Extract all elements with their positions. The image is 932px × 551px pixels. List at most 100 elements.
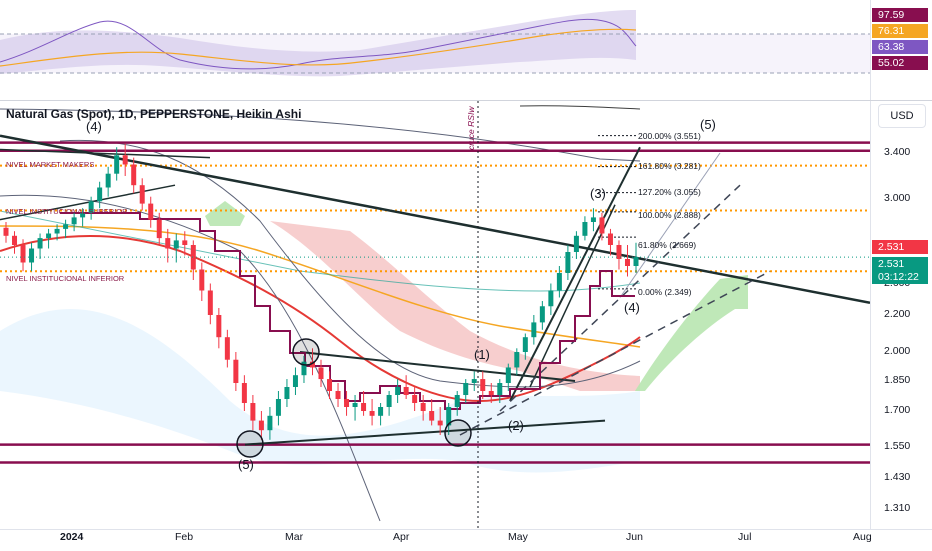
price-tick-label: 1.430	[884, 471, 911, 483]
left-trendline	[0, 184, 176, 221]
candle-body	[327, 379, 333, 391]
candle-body	[420, 403, 426, 411]
fib-level-label: 127.20% (3.055)	[638, 187, 701, 197]
time-axis[interactable]	[0, 529, 932, 551]
price-tick-label: 1.310	[884, 502, 911, 514]
candle-body	[12, 235, 18, 245]
candle-body	[386, 395, 392, 407]
candle-body	[275, 399, 281, 416]
candle-body	[233, 359, 239, 383]
price-tick-label: 2.000	[884, 345, 911, 357]
candle-body	[335, 391, 341, 399]
candle-body	[395, 387, 401, 395]
oscillator-pane	[0, 10, 870, 77]
candle-body	[182, 240, 188, 245]
price-pane[interactable]	[0, 101, 870, 529]
time-tick-label: Feb	[175, 531, 194, 543]
currency-button[interactable]: USD	[878, 104, 926, 128]
candle-body	[199, 269, 205, 291]
candle-body	[607, 233, 613, 245]
candle-body	[250, 403, 256, 421]
price-axis[interactable]	[870, 101, 932, 529]
impulse-channel-upper	[509, 146, 641, 402]
candle-body	[412, 395, 418, 403]
fib-level-label: 61.80% (2.669)	[638, 240, 697, 250]
candle-body	[446, 407, 452, 426]
candle-body	[488, 391, 494, 395]
candle-body	[3, 227, 9, 236]
bollinger-fill	[0, 308, 640, 473]
elliott-wave-label: (4)	[86, 119, 102, 134]
candle-body	[539, 306, 545, 323]
candle-body	[122, 155, 128, 165]
osc-line-orange	[0, 28, 637, 67]
candle-body	[258, 420, 264, 431]
candle-body	[173, 240, 179, 249]
candle-body	[616, 245, 622, 259]
main-downtrend-line	[0, 134, 870, 304]
oscillator-value-tag: 63.38	[872, 40, 928, 54]
fib-level-label: 161.80% (3.281)	[638, 161, 701, 171]
candle-body	[309, 361, 315, 368]
candle-body	[20, 245, 26, 263]
candle-body	[497, 383, 503, 395]
candle-body	[624, 259, 630, 266]
ema-teal	[0, 210, 641, 292]
candle-body	[114, 155, 120, 174]
candle-body	[165, 238, 171, 249]
cloud-green-right	[635, 275, 748, 391]
level-label: NIVEL INSTITUCIONAL SUPERIOR	[6, 207, 128, 216]
pane-divider	[0, 100, 932, 101]
elliott-wave-label: (2)	[508, 418, 524, 433]
level-label: NIVEL INSTITUCIONAL INFERIOR	[6, 274, 125, 283]
candle-body	[522, 337, 528, 352]
oscillator-value-tag: 97.59	[872, 8, 928, 22]
osc-range-fill	[0, 34, 870, 73]
price-tick-label: 1.850	[884, 374, 911, 386]
time-tick-label: Jun	[626, 531, 643, 543]
fib-level-label: 200.00% (3.551)	[638, 131, 701, 141]
candle-body	[573, 235, 579, 252]
oscillator-value-tag: 76.31	[872, 24, 928, 38]
candle-body	[80, 212, 86, 218]
support-trendline	[244, 419, 606, 446]
candle-body	[131, 164, 137, 186]
candle-body	[378, 407, 384, 416]
candle-body	[148, 203, 154, 220]
candle-body	[599, 217, 605, 234]
price-tick-label: 1.700	[884, 404, 911, 416]
candle-body	[590, 217, 596, 222]
price-tick-label: 3.000	[884, 192, 911, 204]
oscillator-band	[0, 10, 870, 77]
step-line	[60, 212, 635, 410]
candle-body	[241, 383, 247, 403]
candle-body	[292, 375, 298, 387]
fib-level-label: 0.00% (2.349)	[638, 287, 692, 297]
resistance-trendline	[299, 351, 576, 382]
candle-body	[556, 273, 562, 291]
candle-body	[54, 228, 60, 234]
time-tick-label: Aug	[853, 531, 872, 543]
projection-lower	[459, 270, 771, 436]
candle-body	[71, 217, 77, 225]
top-ma	[519, 105, 641, 110]
candle-body	[190, 245, 196, 270]
price-value-tag: 2.531	[872, 257, 928, 271]
elliott-wave-label: (3)	[590, 186, 606, 201]
price-tick-label: 3.400	[884, 146, 911, 158]
left-top-trendline	[0, 148, 211, 159]
candle-body	[318, 367, 324, 380]
candle-body	[531, 322, 537, 338]
time-tick-label: Apr	[393, 531, 410, 543]
price-value-tag: 2.531	[872, 240, 928, 254]
time-tick-label: Mar	[285, 531, 304, 543]
pivot-circle	[236, 430, 264, 458]
elliott-wave-label: (5)	[238, 457, 254, 472]
candle-body	[105, 173, 111, 188]
ema-red	[0, 235, 641, 403]
candle-body	[88, 201, 94, 213]
elliott-wave-label: (1)	[474, 347, 490, 362]
candle-body	[480, 379, 486, 391]
candle-body	[429, 411, 435, 421]
